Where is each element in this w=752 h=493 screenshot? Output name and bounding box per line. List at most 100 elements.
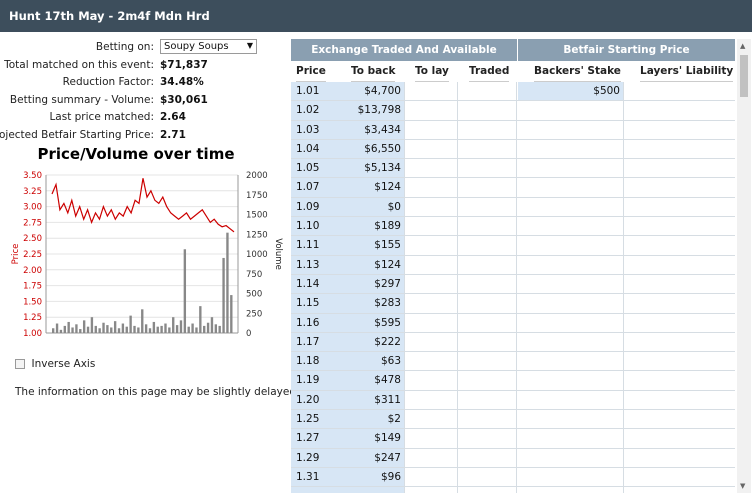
price-cell[interactable]: 1.07 [291, 178, 351, 197]
scrollbar-thumb[interactable] [740, 55, 748, 97]
inverse-axis-toggle[interactable]: Inverse Axis [15, 357, 95, 370]
back-cell[interactable]: $13,798 [351, 101, 404, 120]
price-cell[interactable]: 1.03 [291, 120, 351, 139]
backers-stake-cell[interactable]: $500 [518, 82, 623, 101]
lay-cell[interactable] [404, 313, 457, 332]
back-cell[interactable]: $222 [351, 332, 404, 352]
backers-stake-cell[interactable] [518, 159, 623, 177]
back-cell[interactable]: $2 [351, 410, 404, 429]
back-cell[interactable]: $63 [351, 352, 404, 371]
ladder-scrollbar[interactable]: ▲ ▼ [737, 39, 751, 493]
runner-select[interactable]: Soupy Soups ▼ [160, 39, 257, 54]
layers-liability-cell[interactable] [623, 410, 735, 429]
lay-cell[interactable] [404, 178, 457, 197]
back-cell[interactable]: $189 [351, 217, 404, 236]
price-cell[interactable]: 1.01 [291, 82, 351, 101]
layers-liability-cell[interactable] [623, 197, 735, 217]
backers-stake-cell[interactable] [518, 410, 623, 428]
back-cell[interactable]: $155 [351, 236, 404, 255]
backers-stake-cell[interactable] [518, 468, 623, 486]
layers-liability-cell[interactable] [623, 82, 735, 101]
scroll-down-icon[interactable]: ▼ [740, 482, 746, 490]
back-cell[interactable]: $311 [351, 390, 404, 410]
price-cell[interactable]: 1.20 [291, 390, 351, 410]
price-cell[interactable]: 1.04 [291, 139, 351, 159]
layers-liability-cell[interactable] [623, 332, 735, 352]
layers-liability-cell[interactable] [623, 352, 735, 371]
price-cell[interactable]: 1.09 [291, 197, 351, 217]
lay-cell[interactable] [404, 352, 457, 371]
price-cell[interactable]: 1.11 [291, 236, 351, 255]
price-cell[interactable]: 1.16 [291, 313, 351, 332]
price-cell[interactable]: 1.27 [291, 429, 351, 448]
backers-stake-cell[interactable] [518, 294, 623, 312]
price-cell[interactable]: 1.10 [291, 217, 351, 236]
layers-liability-cell[interactable] [623, 371, 735, 390]
back-cell[interactable]: $283 [351, 294, 404, 313]
layers-liability-cell[interactable] [623, 274, 735, 294]
layers-liability-cell[interactable] [623, 448, 735, 467]
lay-cell[interactable] [404, 332, 457, 352]
lay-cell[interactable] [404, 467, 457, 487]
lay-cell[interactable] [404, 217, 457, 236]
back-cell[interactable]: $247 [351, 448, 404, 467]
layers-liability-cell[interactable] [623, 487, 735, 493]
inverse-axis-checkbox[interactable] [15, 359, 25, 369]
layers-liability-cell[interactable] [623, 236, 735, 255]
layers-liability-cell[interactable] [623, 467, 735, 487]
price-cell[interactable]: 1.18 [291, 352, 351, 371]
backers-stake-cell[interactable] [518, 391, 623, 409]
backers-stake-cell[interactable] [518, 429, 623, 447]
lay-cell[interactable] [404, 429, 457, 448]
backers-stake-cell[interactable] [518, 178, 623, 196]
lay-cell[interactable] [404, 139, 457, 159]
backers-stake-cell[interactable] [518, 101, 623, 119]
backers-stake-cell[interactable] [518, 121, 623, 139]
layers-liability-cell[interactable] [623, 313, 735, 332]
lay-cell[interactable] [404, 101, 457, 120]
back-cell[interactable]: $149 [351, 429, 404, 448]
back-cell[interactable]: $478 [351, 371, 404, 390]
backers-stake-cell[interactable] [518, 487, 623, 493]
layers-liability-cell[interactable] [623, 159, 735, 178]
layers-liability-cell[interactable] [623, 390, 735, 410]
price-cell[interactable]: 1.13 [291, 255, 351, 274]
lay-cell[interactable] [404, 448, 457, 467]
back-cell[interactable]: $5,134 [351, 159, 404, 178]
scroll-up-icon[interactable]: ▲ [740, 42, 746, 50]
lay-cell[interactable] [404, 159, 457, 178]
price-cell[interactable]: 1.15 [291, 294, 351, 313]
backers-stake-cell[interactable] [518, 449, 623, 467]
back-cell[interactable]: $3,434 [351, 120, 404, 139]
price-cell[interactable]: 1.14 [291, 274, 351, 294]
layers-liability-cell[interactable] [623, 255, 735, 274]
back-cell[interactable]: $297 [351, 274, 404, 294]
backers-stake-cell[interactable] [518, 314, 623, 332]
lay-cell[interactable] [404, 487, 457, 493]
lay-cell[interactable] [404, 390, 457, 410]
price-cell[interactable]: 1.19 [291, 371, 351, 390]
lay-cell[interactable] [404, 294, 457, 313]
lay-cell[interactable] [404, 236, 457, 255]
back-cell[interactable]: $0 [351, 197, 404, 217]
back-cell[interactable]: $96 [351, 467, 404, 487]
lay-cell[interactable] [404, 274, 457, 294]
price-cell[interactable]: 1.29 [291, 448, 351, 467]
layers-liability-cell[interactable] [623, 101, 735, 120]
backers-stake-cell[interactable] [518, 371, 623, 389]
lay-cell[interactable] [404, 120, 457, 139]
price-cell[interactable]: 1.31 [291, 467, 351, 487]
backers-stake-cell[interactable] [518, 275, 623, 293]
lay-cell[interactable] [404, 255, 457, 274]
back-cell[interactable] [351, 487, 404, 493]
lay-cell[interactable] [404, 371, 457, 390]
price-cell[interactable]: 1.02 [291, 101, 351, 120]
layers-liability-cell[interactable] [623, 294, 735, 313]
backers-stake-cell[interactable] [518, 198, 623, 216]
price-cell[interactable]: 1.05 [291, 159, 351, 178]
back-cell[interactable]: $4,700 [351, 82, 404, 101]
layers-liability-cell[interactable] [623, 429, 735, 448]
back-cell[interactable]: $6,550 [351, 139, 404, 159]
layers-liability-cell[interactable] [623, 217, 735, 236]
lay-cell[interactable] [404, 82, 457, 101]
